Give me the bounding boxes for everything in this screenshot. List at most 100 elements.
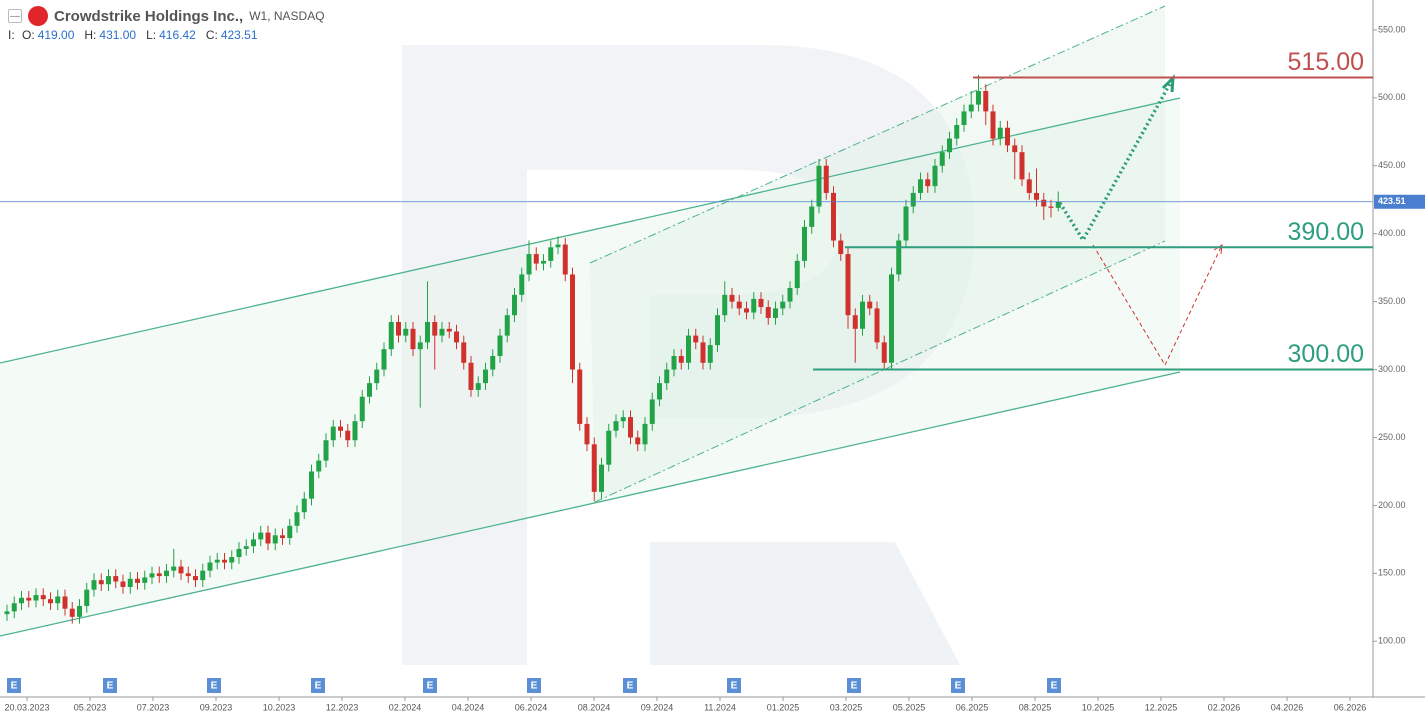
y-tick-label: 150.00 [1378, 568, 1406, 578]
candle-body [1005, 127, 1010, 146]
candle-body [396, 322, 401, 336]
event-marker[interactable] [623, 678, 637, 693]
candle-body [120, 581, 126, 587]
menu-icon[interactable]: — [8, 9, 22, 23]
candle-body [222, 559, 227, 563]
candle-body [939, 152, 945, 166]
candle-body [294, 512, 300, 526]
candle-body [106, 576, 111, 585]
candle-body [997, 127, 1003, 139]
x-tick-label: 20.03.2023 [4, 702, 49, 712]
ohlc-label: C: [205, 28, 218, 42]
candle-body [736, 301, 742, 309]
ohlc-value: 423.51 [220, 28, 258, 42]
candle-body [729, 294, 735, 302]
event-marker-label: E [955, 681, 962, 692]
candle-body [483, 369, 488, 384]
y-tick-label: 350.00 [1378, 296, 1406, 306]
candle-body [881, 342, 887, 363]
price-tag [1374, 194, 1425, 209]
candle-body [26, 597, 32, 601]
logo [28, 6, 48, 26]
candle-body [591, 444, 597, 492]
header: — Crowdstrike Holdings Inc., W1, NASDAQ … [8, 6, 325, 42]
candle-body [55, 596, 61, 604]
candle-body [512, 294, 517, 316]
candle-body [642, 423, 648, 445]
candle-body [156, 573, 162, 577]
candle-body [686, 335, 691, 363]
event-marker[interactable] [951, 678, 965, 693]
level-label: 515.00 [1288, 48, 1364, 76]
candle-body [1019, 152, 1025, 180]
candle-body [367, 383, 372, 397]
candle-body [961, 111, 967, 125]
candle-body [620, 417, 626, 422]
candle-body [693, 335, 699, 343]
candle-body [468, 362, 474, 390]
candle-body [533, 254, 539, 264]
candle-body [359, 396, 365, 422]
ohlc-label: H: [84, 28, 97, 42]
candle-body [802, 226, 807, 261]
event-marker-label: E [1051, 681, 1058, 692]
candle-body [439, 328, 445, 336]
event-marker[interactable] [207, 678, 221, 693]
candle-body [251, 539, 256, 547]
x-tick-label: 10.2025 [1082, 702, 1115, 712]
candle-body [338, 426, 343, 431]
event-marker[interactable] [527, 678, 541, 693]
candle-body [809, 206, 815, 227]
x-tick-label: 05.2025 [893, 702, 926, 712]
candle-body [454, 331, 459, 343]
candle-body [352, 421, 358, 441]
event-marker-label: E [427, 681, 434, 692]
candle-body [722, 294, 728, 316]
candle-body [758, 298, 764, 308]
x-tick-label: 09.2024 [641, 702, 674, 712]
event-marker[interactable] [1047, 678, 1061, 693]
x-tick-label: 02.2026 [1208, 702, 1241, 712]
ohlc: I: O: 419.00 H: 431.00 L: 416.42 C: 423.51 [8, 28, 325, 42]
candle-body [48, 599, 53, 604]
candle-body [185, 573, 191, 577]
y-tick-label: 550.00 [1378, 24, 1406, 34]
candle-body [925, 179, 931, 187]
candle-body [316, 460, 322, 472]
event-marker[interactable] [7, 678, 21, 693]
candle-body [330, 426, 336, 441]
candle-body [1055, 201, 1061, 208]
candle-body [309, 471, 314, 499]
candle-body [410, 328, 416, 350]
candle-body [903, 206, 909, 241]
candle-body [91, 580, 97, 590]
candle-body [11, 603, 17, 612]
event-marker[interactable] [727, 678, 741, 693]
event-marker[interactable] [423, 678, 437, 693]
candle-body [461, 342, 467, 363]
candle-body [265, 532, 271, 544]
candle-body [526, 254, 532, 275]
candle-body [214, 559, 220, 563]
event-marker[interactable] [847, 678, 861, 693]
candle-body [69, 608, 75, 617]
event-marker[interactable] [311, 678, 325, 693]
candle-body [751, 298, 757, 313]
event-marker-label: E [851, 681, 858, 692]
candle-body [896, 240, 902, 275]
candle-body [657, 383, 662, 400]
y-tick-label: 500.00 [1378, 92, 1406, 102]
candle-body [845, 254, 851, 316]
ohlc-value: 431.00 [99, 28, 137, 42]
y-tick-label: 400.00 [1378, 228, 1406, 238]
candle-body [142, 577, 148, 583]
candle-body [258, 532, 264, 540]
candle-body [388, 322, 394, 350]
candle-body [1048, 206, 1054, 208]
event-marker[interactable] [103, 678, 117, 693]
candle-body [62, 596, 68, 609]
level-label: 300.00 [1288, 340, 1364, 368]
x-tick-label: 09.2023 [200, 702, 233, 712]
x-tick-label: 03.2025 [830, 702, 863, 712]
